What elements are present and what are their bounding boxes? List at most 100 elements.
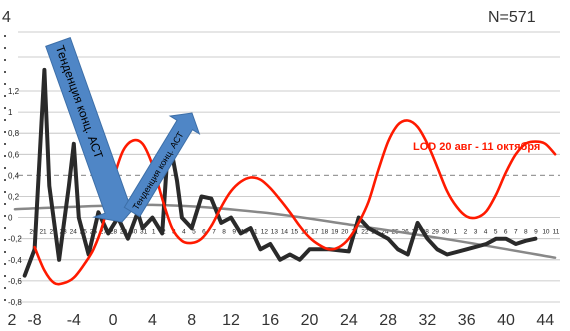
axis-dot [4,47,6,49]
series-lod-line [33,119,557,286]
axis-dot [4,155,6,157]
date-label: 10 [542,229,550,236]
x-tick-label: 4 [148,312,157,329]
series-lod-path [33,119,557,286]
axis-dot [4,131,6,133]
sample-size-label: N=571 [488,9,536,26]
date-label: 9 [232,229,236,236]
y-tick-label: 0,4 [8,171,20,180]
x-tick-label: 32 [419,312,437,329]
y-tick-label: -0,8 [8,298,22,307]
axis-dot [4,119,6,121]
date-label: 5 [494,229,498,236]
date-label: 1 [454,229,458,236]
x-tick-label: 28 [379,312,397,329]
date-label: 24 [381,229,389,236]
date-label: 11 [553,229,560,236]
lod-period-label: LOD 20 авг - 11 октября [413,141,540,153]
axis-dot [4,191,6,193]
axis-dot [4,251,6,253]
date-label: 22 [361,229,369,236]
date-label: 4 [182,229,186,236]
x-tick-label: 20 [301,312,319,329]
date-label: 4 [484,229,488,236]
x-tick-label: 36 [458,312,476,329]
date-label: 29 [432,229,440,236]
date-label: 5 [192,229,196,236]
date-label: 14 [281,229,289,236]
axis-dot [4,59,6,61]
y-tick-label: -0,4 [8,256,22,265]
date-label: 3 [474,229,478,236]
axis-dot [4,107,6,109]
axis-dot [4,179,6,181]
series-act-line [22,67,538,278]
axis-dot [4,227,6,229]
trend-arrow-up: Тенденция конц. АСТ [123,112,201,218]
series-act-path [22,67,538,278]
axis-dot [4,167,6,169]
date-label: 30 [442,229,450,236]
x-tick-label: 16 [261,312,279,329]
date-label: 8 [222,229,226,236]
date-label: 21 [39,229,47,236]
axis-dot [4,275,6,277]
x-tick-label: -4 [67,312,81,329]
date-label: 13 [271,229,279,236]
date-label: 12 [261,229,269,236]
x-tick-label: -8 [27,312,41,329]
y-tick-label: 1,2 [8,87,20,96]
axis-dot [4,203,6,205]
date-label: 20 [29,229,37,236]
x-tick-label: 12 [222,312,240,329]
y-tick-label: 0,8 [8,129,20,138]
corner-number-label: 4 [2,9,11,26]
y-tick-label: -0,6 [8,277,22,286]
date-label: 24 [70,229,78,236]
date-label: 30 [130,229,138,236]
x-tick-label: 24 [340,312,358,329]
axis-dot [4,215,6,217]
date-label: 31 [140,229,148,236]
date-label: 22 [49,229,57,236]
axis-dot [4,143,6,145]
x-tick-label: 44 [536,312,554,329]
x-tick-label: 0 [109,312,118,329]
y-tick-label: 0,2 [8,193,20,202]
x-tick-label: 40 [497,312,515,329]
y-tick-label: 1 [8,108,13,117]
date-label: 6 [202,229,206,236]
arrow-shape [123,112,201,218]
x-axis: 2 -8 -4 0 4 8 12 16 20 24 28 32 36 40 44 [8,312,555,329]
axis-dot [4,71,6,73]
x-tick-label: 8 [187,312,196,329]
date-label: 28 [110,229,118,236]
arrow-label: Тенденция конц. АСТ [53,43,106,161]
axis-dot [4,35,6,37]
date-label: 6 [504,229,508,236]
date-label: 1 [152,229,156,236]
axis-dot [4,263,6,265]
date-label: 19 [331,229,339,236]
axis-dot [4,239,6,241]
date-label: 20 [341,229,349,236]
date-label: 9 [534,229,538,236]
y-axis: 1,2 1 0,8 0,6 0,4 0,2 0 -0,2 -0,4 -0,6 -0,8 [4,35,22,307]
date-label: 8 [524,229,528,236]
axis-dot [4,83,6,85]
axis-dot [4,299,6,301]
y-tick-label: -0,2 [8,235,22,244]
date-label: 2 [464,229,468,236]
date-label: 7 [514,229,518,236]
x-tick-label: 2 [8,312,17,329]
y-tick-label: 0 [8,214,13,223]
axis-dot [4,287,6,289]
date-label: 18 [321,229,329,236]
y-tick-label: 0,6 [8,150,20,159]
axis-dot [4,95,6,97]
date-label: 7 [212,229,216,236]
date-label: 17 [311,229,319,236]
date-label: 27 [100,229,108,236]
date-label: 15 [291,229,299,236]
